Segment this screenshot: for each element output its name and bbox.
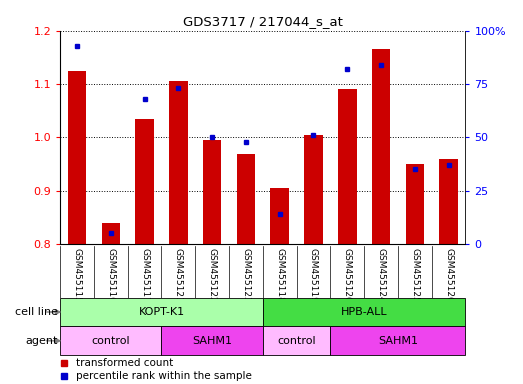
Text: GSM455126: GSM455126 <box>444 248 453 303</box>
Bar <box>439 159 458 244</box>
Text: percentile rank within the sample: percentile rank within the sample <box>76 371 252 381</box>
Text: GSM455117: GSM455117 <box>140 248 149 303</box>
Bar <box>263 298 465 326</box>
Text: transformed count: transformed count <box>76 358 174 368</box>
Text: GSM455119: GSM455119 <box>309 248 318 303</box>
Text: agent: agent <box>25 336 58 346</box>
Bar <box>236 154 255 244</box>
Bar <box>263 326 331 355</box>
Text: KOPT-K1: KOPT-K1 <box>139 307 185 317</box>
Bar <box>338 89 357 244</box>
Title: GDS3717 / 217044_s_at: GDS3717 / 217044_s_at <box>183 15 343 28</box>
Bar <box>162 326 263 355</box>
Text: GSM455115: GSM455115 <box>73 248 82 303</box>
Text: GSM455116: GSM455116 <box>106 248 115 303</box>
Bar <box>169 81 188 244</box>
Text: GSM455120: GSM455120 <box>343 248 352 303</box>
Text: HPB-ALL: HPB-ALL <box>341 307 388 317</box>
Text: GSM455118: GSM455118 <box>275 248 284 303</box>
Text: SAHM1: SAHM1 <box>378 336 418 346</box>
Bar <box>372 50 390 244</box>
Text: GSM455121: GSM455121 <box>174 248 183 303</box>
Bar <box>304 135 323 244</box>
Bar <box>405 164 424 244</box>
Text: GSM455123: GSM455123 <box>242 248 251 303</box>
Bar <box>203 140 221 244</box>
Bar <box>270 188 289 244</box>
Text: GSM455122: GSM455122 <box>208 248 217 303</box>
Bar <box>60 298 263 326</box>
Bar <box>60 326 162 355</box>
Bar <box>135 119 154 244</box>
Bar <box>331 326 465 355</box>
Text: control: control <box>277 336 316 346</box>
Text: GSM455124: GSM455124 <box>377 248 385 303</box>
Text: GSM455125: GSM455125 <box>411 248 419 303</box>
Bar <box>68 71 86 244</box>
Text: SAHM1: SAHM1 <box>192 336 232 346</box>
Bar <box>101 223 120 244</box>
Text: control: control <box>92 336 130 346</box>
Text: cell line: cell line <box>15 307 58 317</box>
